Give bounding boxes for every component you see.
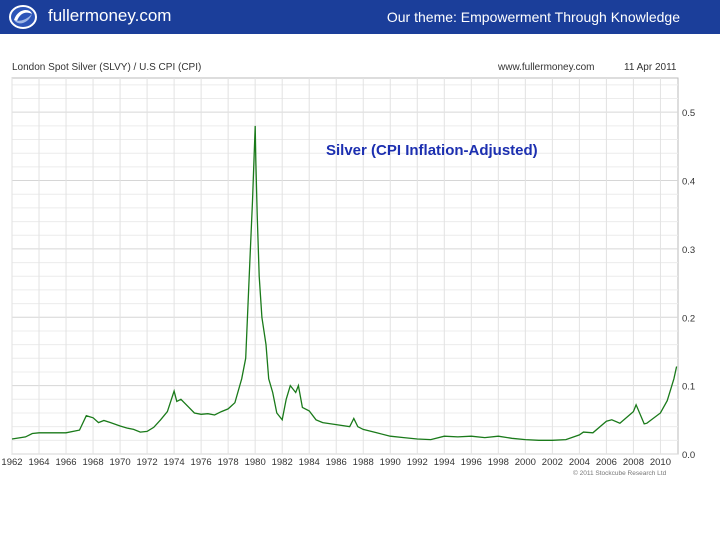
x-tick-label: 1990 [380, 457, 401, 468]
x-tick-label: 2010 [650, 457, 671, 468]
x-tick-label: 1962 [1, 457, 22, 468]
y-tick-label: 0.1 [682, 382, 695, 393]
grid-lines [11, 78, 678, 455]
x-tick-label: 1978 [218, 457, 239, 468]
site-theme-tagline: Our theme: Empowerment Through Knowledge [386, 9, 680, 25]
x-tick-label: 1966 [55, 457, 76, 468]
x-tick-label: 1982 [272, 457, 293, 468]
y-axis-ticks: 0.0 0.1 0.2 0.3 0.4 0.5 [682, 108, 695, 461]
x-tick-label: 1986 [326, 457, 347, 468]
x-tick-label: 1988 [353, 457, 374, 468]
overlay-title: Silver (CPI Inflation-Adjusted) [326, 142, 538, 159]
x-axis-ticks: 1962 1964 1966 1968 1970 1972 1974 1976 1978 1980… [1, 457, 671, 468]
plot-area [11, 77, 679, 455]
x-tick-label: 1998 [488, 457, 509, 468]
x-tick-label: 2006 [596, 457, 617, 468]
globe-swirl-logo-icon [9, 5, 37, 29]
x-tick-label: 1968 [82, 457, 103, 468]
x-tick-label: 1972 [137, 457, 158, 468]
silver-cpi-chart: London Spot Silver (SLVY) / U.S CPI (CPI… [1, 62, 695, 477]
x-tick-label: 2000 [515, 457, 536, 468]
x-tick-label: 2004 [569, 457, 590, 468]
y-tick-label: 0.2 [682, 313, 695, 324]
chart-title: London Spot Silver (SLVY) / U.S CPI (CPI… [12, 62, 201, 73]
x-tick-label: 2002 [542, 457, 563, 468]
x-tick-label: 1980 [245, 457, 266, 468]
x-tick-label: 1992 [407, 457, 428, 468]
x-tick-label: 1984 [299, 457, 320, 468]
y-tick-label: 0.4 [682, 177, 695, 188]
x-tick-label: 1994 [434, 457, 455, 468]
chart-source: www.fullermoney.com [497, 62, 595, 73]
y-tick-label: 0.3 [682, 245, 695, 256]
chart-copyright: © 2011 Stockcube Research Ltd [573, 469, 667, 477]
chart-date: 11 Apr 2011 [624, 62, 677, 73]
series-line-silver-cpi [11, 125, 678, 441]
site-name[interactable]: fullermoney.com [48, 6, 172, 25]
x-tick-label: 2008 [623, 457, 644, 468]
y-tick-label: 0.5 [682, 108, 695, 119]
x-tick-label: 1970 [110, 457, 131, 468]
x-tick-label: 1976 [191, 457, 212, 468]
y-tick-label: 0.0 [682, 450, 695, 461]
top-banner: fullermoney.com Our theme: Empowerment T… [0, 0, 720, 34]
x-tick-label: 1964 [28, 457, 49, 468]
x-tick-label: 1996 [461, 457, 482, 468]
x-tick-label: 1974 [164, 457, 185, 468]
